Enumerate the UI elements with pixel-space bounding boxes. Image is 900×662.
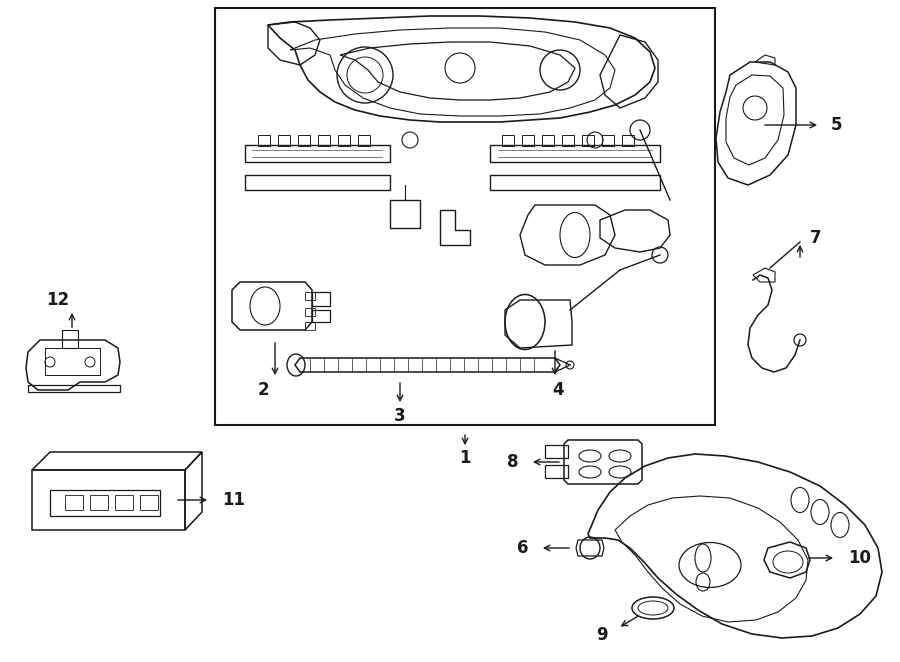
Text: 12: 12	[47, 291, 69, 309]
Text: 8: 8	[507, 453, 518, 471]
Text: 5: 5	[830, 116, 842, 134]
Text: 4: 4	[553, 381, 563, 399]
Text: 2: 2	[257, 381, 269, 399]
Bar	[215, 8, 715, 425]
Text: 1: 1	[459, 449, 471, 467]
Text: 10: 10	[848, 549, 871, 567]
Text: 6: 6	[517, 539, 528, 557]
Text: 3: 3	[394, 407, 406, 425]
Text: 11: 11	[222, 491, 245, 509]
Text: 9: 9	[597, 626, 608, 644]
Text: 7: 7	[810, 229, 822, 247]
